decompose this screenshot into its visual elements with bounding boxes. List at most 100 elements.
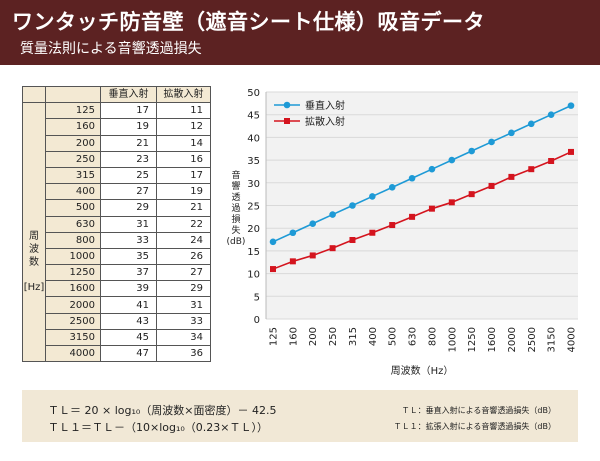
- col-header-normal: 垂直入射: [100, 85, 157, 104]
- normal-incidence-cell: 47: [100, 344, 157, 363]
- frequency-cell: 3150: [45, 328, 101, 347]
- frequency-cell: 1600: [45, 280, 101, 298]
- normal-incidence-cell: 33: [100, 231, 157, 249]
- normal-incidence-cell: 25: [100, 166, 157, 185]
- table-row: 3150 45 34: [23, 328, 211, 347]
- x-tick-label: 4000: [567, 327, 578, 352]
- x-tick-label: 315: [348, 327, 359, 346]
- diffuse-incidence-cell: 22: [156, 215, 211, 233]
- data-point-normal: [508, 129, 515, 137]
- row-group-label: 周波数 [Hz]: [22, 102, 46, 363]
- diffuse-incidence-cell: 17: [156, 166, 211, 185]
- normal-incidence-cell: 23: [100, 150, 157, 168]
- data-point-diffuse: [349, 237, 356, 244]
- line-chart: 0 5 10 15 20 25 30 35 40 45 50 125 160 200 250 315 400 50…: [227, 88, 578, 377]
- y-axis-label-char: 過: [231, 203, 240, 214]
- data-point-normal: [309, 220, 317, 227]
- normal-incidence-cell: 29: [100, 199, 157, 217]
- diffuse-incidence-cell: 36: [156, 344, 211, 363]
- diffuse-incidence-cell: 26: [156, 247, 211, 266]
- table-body: 周波数 [Hz] 125 17 11 160 19 12 200 21 14 250 23 16 315 25…: [22, 102, 211, 363]
- data-point-normal: [408, 174, 416, 182]
- x-axis-label: 周波数（Hz）: [391, 364, 454, 377]
- legend-marker: [284, 118, 290, 124]
- normal-incidence-cell: 31: [100, 215, 157, 233]
- y-tick-label: 0: [254, 315, 260, 326]
- x-tick-label: 200: [308, 327, 319, 346]
- data-point-diffuse: [448, 199, 455, 206]
- table-row: 1000 35 26: [23, 247, 211, 266]
- frequency-cell: 800: [45, 231, 101, 249]
- header-banner: ワンタッチ防音壁（遮音シート仕様）吸音データ 質量法則による音響透過損失: [0, 0, 600, 65]
- diffuse-incidence-cell: 33: [156, 312, 211, 330]
- data-point-normal: [388, 184, 396, 191]
- data-table: 垂直入射 拡散入射 周波数 [Hz] 125 17 11 160 19 12 200 21 14 25…: [22, 85, 211, 363]
- data-point-normal: [289, 229, 297, 237]
- y-axis-label-char: 音: [231, 169, 240, 181]
- table-row: 2500 43 33: [23, 312, 211, 330]
- diffuse-incidence-cell: 19: [156, 183, 211, 201]
- table-row: 1250 37 27: [23, 264, 211, 282]
- data-point-normal: [567, 102, 575, 109]
- data-point-diffuse: [309, 252, 316, 259]
- data-point-diffuse: [468, 191, 475, 198]
- frequency-cell: 1250: [45, 264, 101, 282]
- x-tick-label: 2000: [507, 327, 518, 352]
- data-point-normal: [369, 193, 376, 200]
- data-point-diffuse: [270, 266, 276, 273]
- table-row: 160 19 12: [23, 118, 211, 136]
- table-row: 4000 47 36: [23, 344, 211, 363]
- x-tick-label: 1250: [467, 327, 478, 352]
- normal-incidence-cell: 17: [100, 102, 157, 120]
- normal-incidence-cell: 27: [100, 183, 157, 201]
- normal-incidence-cell: 39: [100, 280, 157, 298]
- table-row: 200 21 14: [23, 134, 211, 152]
- x-tick-label: 1600: [487, 327, 498, 352]
- diffuse-incidence-cell: 14: [156, 134, 211, 152]
- data-point-diffuse: [528, 166, 535, 173]
- frequency-cell: 315: [45, 166, 101, 185]
- data-point-normal: [428, 165, 436, 173]
- formula-note-1: ＴＬ：垂直入射による音響透過損失（dB）: [401, 406, 556, 415]
- diffuse-incidence-cell: 11: [156, 102, 211, 120]
- legend-label: 拡散入射: [305, 115, 345, 128]
- x-tick-label: 400: [368, 327, 379, 346]
- table-row: 1600 39 29: [23, 280, 211, 298]
- y-tick-label: 40: [247, 133, 260, 144]
- y-tick-label: 15: [247, 247, 260, 258]
- data-point-normal: [349, 202, 356, 209]
- data-point-normal: [329, 211, 336, 218]
- y-axis-label-char: 透: [231, 192, 240, 203]
- table-row: 800 33 24: [23, 231, 211, 249]
- frequency-cell: 630: [45, 215, 101, 233]
- x-tick-label: 800: [427, 327, 438, 346]
- x-tick-label: 160: [288, 327, 299, 346]
- y-tick-label: 50: [247, 88, 260, 99]
- data-point-normal: [488, 138, 495, 146]
- diffuse-incidence-cell: 31: [156, 296, 211, 314]
- normal-incidence-cell: 41: [100, 296, 157, 314]
- frequency-cell: 4000: [45, 344, 101, 363]
- frequency-cell: 400: [45, 183, 101, 201]
- data-point-normal: [468, 147, 475, 155]
- table-row: 400 27 19: [23, 183, 211, 201]
- y-tick-label: 20: [247, 224, 260, 235]
- normal-incidence-cell: 35: [100, 247, 157, 266]
- x-tick-label: 630: [408, 327, 419, 346]
- row-group-unit: [Hz]: [23, 282, 45, 294]
- y-tick-label: 35: [247, 156, 260, 167]
- diffuse-incidence-cell: 27: [156, 264, 211, 282]
- normal-incidence-cell: 43: [100, 312, 157, 330]
- x-tick-label: 250: [328, 327, 339, 346]
- y-tick-label: 10: [247, 270, 260, 281]
- frequency-cell: 125: [45, 102, 101, 120]
- frequency-cell: 500: [45, 199, 101, 217]
- formula-line-2: ＴＬ１＝ＴＬ－（10×log₁₀（0.23×ＴＬ））: [48, 421, 269, 434]
- data-point-diffuse: [488, 182, 495, 189]
- data-point-diffuse: [329, 245, 336, 252]
- table-row: 250 23 16: [23, 150, 211, 168]
- y-axis-label-unit: (dB): [227, 237, 246, 247]
- x-tick-label: 125: [269, 327, 280, 346]
- frequency-cell: 200: [45, 134, 101, 152]
- table-row: 630 31 22: [23, 215, 211, 233]
